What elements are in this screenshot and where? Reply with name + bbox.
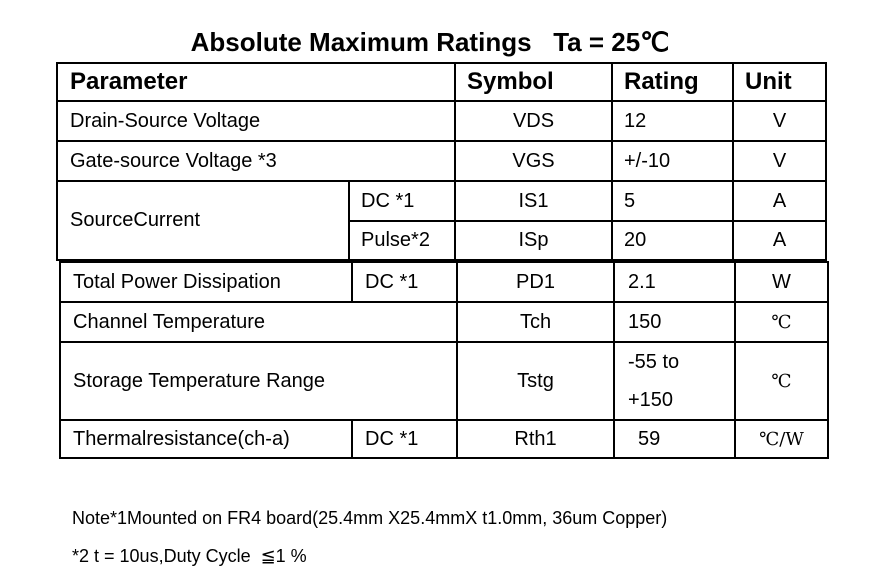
parameter: Drain-Source Voltage (70, 109, 261, 132)
unit: W (772, 270, 791, 293)
condition: DC *1 (365, 427, 419, 450)
unit: V (772, 149, 787, 172)
parameter: Thermalresistance(ch-a) (73, 427, 290, 450)
parameter: Storage Temperature Range (73, 369, 326, 392)
symbol: IS1 (518, 189, 549, 212)
rating: 5 (624, 189, 636, 212)
title: Absolute Maximum Ratings Ta = 25℃ (190, 26, 670, 57)
unit: A (772, 229, 787, 251)
condition: Pulse*2 (361, 229, 430, 251)
rating: 2.1 (628, 270, 656, 293)
rating: 59 (638, 427, 661, 450)
symbol: Tstg (517, 369, 554, 392)
unit: ℃/W (759, 428, 804, 450)
parameter: SourceCurrent (70, 209, 201, 231)
rating-line: -55 to (628, 350, 680, 373)
symbol: Rth1 (514, 427, 557, 450)
rating: 12 (624, 109, 647, 132)
symbol: VGS (512, 149, 555, 172)
header-cell: Unit (745, 68, 792, 95)
rating: 20 (624, 229, 647, 251)
header-cell: Rating (624, 68, 699, 95)
note: *2 t = 10us,Duty Cycle ≦1 % (72, 545, 307, 566)
rating: +/-10 (624, 149, 671, 172)
symbol: Tch (519, 310, 552, 333)
parameter: Channel Temperature (73, 310, 265, 333)
rating-line: +150 (628, 388, 674, 411)
parameter: Total Power Dissipation (73, 270, 281, 293)
unit: ℃ (771, 311, 792, 333)
unit: ℃ (771, 370, 792, 392)
header-cell: Parameter (70, 68, 188, 95)
header-cell: Symbol (467, 68, 554, 95)
note: Note*1Mounted on FR4 board(25.4mm X25.4m… (72, 507, 668, 528)
rating: 150 (628, 310, 662, 333)
symbol: VDS (512, 109, 555, 132)
condition: DC *1 (365, 270, 419, 293)
unit: V (772, 109, 787, 132)
parameter: Gate-source Voltage *3 (70, 149, 277, 172)
unit: A (772, 189, 787, 212)
symbol: PD1 (516, 270, 555, 293)
symbol: ISp (518, 229, 549, 251)
condition: DC *1 (361, 189, 415, 212)
